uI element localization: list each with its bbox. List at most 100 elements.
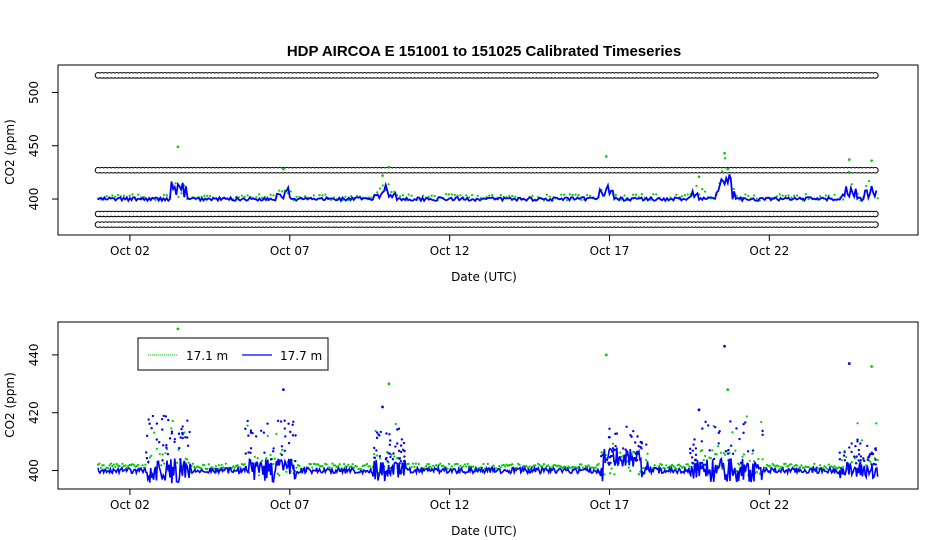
series-1-point xyxy=(128,194,131,197)
series-1-point xyxy=(378,457,382,460)
spike-point xyxy=(387,382,391,386)
series-2-point xyxy=(622,458,626,461)
series-2-point xyxy=(388,443,392,447)
series-1-point xyxy=(137,193,140,196)
spike-point xyxy=(381,174,384,177)
series-1-point xyxy=(653,464,656,467)
series-2-point xyxy=(276,419,280,423)
series-1-point xyxy=(407,462,410,465)
series-1-point xyxy=(703,190,707,193)
series-2-point xyxy=(607,461,610,464)
series-2-point xyxy=(287,422,290,425)
series-2-point xyxy=(634,452,637,455)
series-1-point xyxy=(246,424,249,427)
series-1-point xyxy=(867,180,871,183)
series-1-point xyxy=(787,194,790,197)
series-1-point xyxy=(207,463,210,466)
series-2-point xyxy=(160,417,164,421)
series-1-point xyxy=(381,184,384,187)
series-1-point xyxy=(567,465,570,468)
series-1-point xyxy=(675,193,678,196)
series-1-point xyxy=(117,193,120,197)
series-2-point xyxy=(386,460,389,463)
series-1-point xyxy=(722,452,725,455)
legend-label-series-2: 17.7 m xyxy=(280,349,322,363)
series-2-point xyxy=(161,428,164,431)
top-plot-frame xyxy=(57,64,919,236)
series-1-point xyxy=(316,463,320,466)
series-1-point xyxy=(407,193,410,196)
series-2-point xyxy=(739,461,743,465)
series-1-point xyxy=(351,462,354,466)
top-y-tick-label: 500 xyxy=(27,81,41,104)
series-1-point xyxy=(430,194,433,197)
series-2-point xyxy=(280,445,284,448)
series-1-point xyxy=(417,462,420,466)
series-2-point xyxy=(703,463,707,466)
series-1-point xyxy=(114,195,117,198)
series-2-point xyxy=(272,450,275,453)
series-1-point xyxy=(240,194,243,197)
series-2-point xyxy=(857,453,861,456)
series-2-point xyxy=(761,429,764,433)
series-1-point xyxy=(112,463,115,466)
series-2-point xyxy=(402,441,406,445)
series-1-point xyxy=(281,190,284,193)
series-1-point xyxy=(765,463,769,466)
series-1-point xyxy=(463,463,466,466)
series-1-point xyxy=(701,187,704,191)
series-1-point xyxy=(800,464,803,467)
series-2-point xyxy=(289,430,292,434)
series-1-point xyxy=(365,462,369,466)
series-1-point xyxy=(716,445,720,448)
bottom-x-tick-label: Oct 02 xyxy=(110,498,150,512)
series-2-point xyxy=(266,422,269,425)
top-x-tick-label: Oct 17 xyxy=(590,244,630,258)
series-2-point xyxy=(857,448,861,452)
series-2-point xyxy=(735,427,738,430)
series-1-point xyxy=(233,466,236,469)
series-1-point xyxy=(253,455,256,458)
series-2-point xyxy=(398,457,401,460)
series-1-point xyxy=(738,463,741,466)
series-1-point xyxy=(370,196,373,199)
series-2-point xyxy=(870,463,873,466)
series-1-point xyxy=(427,195,430,199)
series-1-point xyxy=(586,193,589,197)
series-1-point xyxy=(768,464,771,467)
series-1-point xyxy=(401,194,405,197)
bottom-y-tick-label: 440 xyxy=(27,343,41,366)
series-2-point xyxy=(284,435,287,438)
series-1-point xyxy=(132,463,136,467)
series-2-point xyxy=(614,444,617,448)
series-2-point xyxy=(178,446,181,450)
series-1-point xyxy=(224,462,228,465)
series-1-point xyxy=(542,463,546,466)
series-1-point xyxy=(131,193,134,196)
series-2-point xyxy=(691,449,695,452)
series-1-point xyxy=(298,464,301,468)
series-1-point xyxy=(137,463,140,466)
series-2-point xyxy=(612,459,616,463)
series-2-point xyxy=(854,462,858,465)
series-1-point xyxy=(680,195,684,198)
spike-point xyxy=(281,388,285,391)
series-2-point xyxy=(629,434,632,437)
series-1-point xyxy=(748,459,751,463)
series-1-point xyxy=(721,170,724,173)
series-2-point xyxy=(280,453,284,457)
series-2-point xyxy=(277,458,280,461)
series-1-point xyxy=(434,464,438,467)
series-2-point xyxy=(838,458,842,461)
series-1-point xyxy=(446,467,449,470)
series-1-point xyxy=(456,194,459,197)
series-1-point xyxy=(411,462,415,465)
series-1-point xyxy=(562,193,566,196)
series-2-point xyxy=(694,458,697,461)
series-2-point xyxy=(717,442,720,445)
series-2-point xyxy=(870,452,874,456)
legend: 17.1 m 17.7 m xyxy=(137,337,329,371)
series-2-point xyxy=(162,414,165,418)
series-2-point xyxy=(262,431,266,434)
